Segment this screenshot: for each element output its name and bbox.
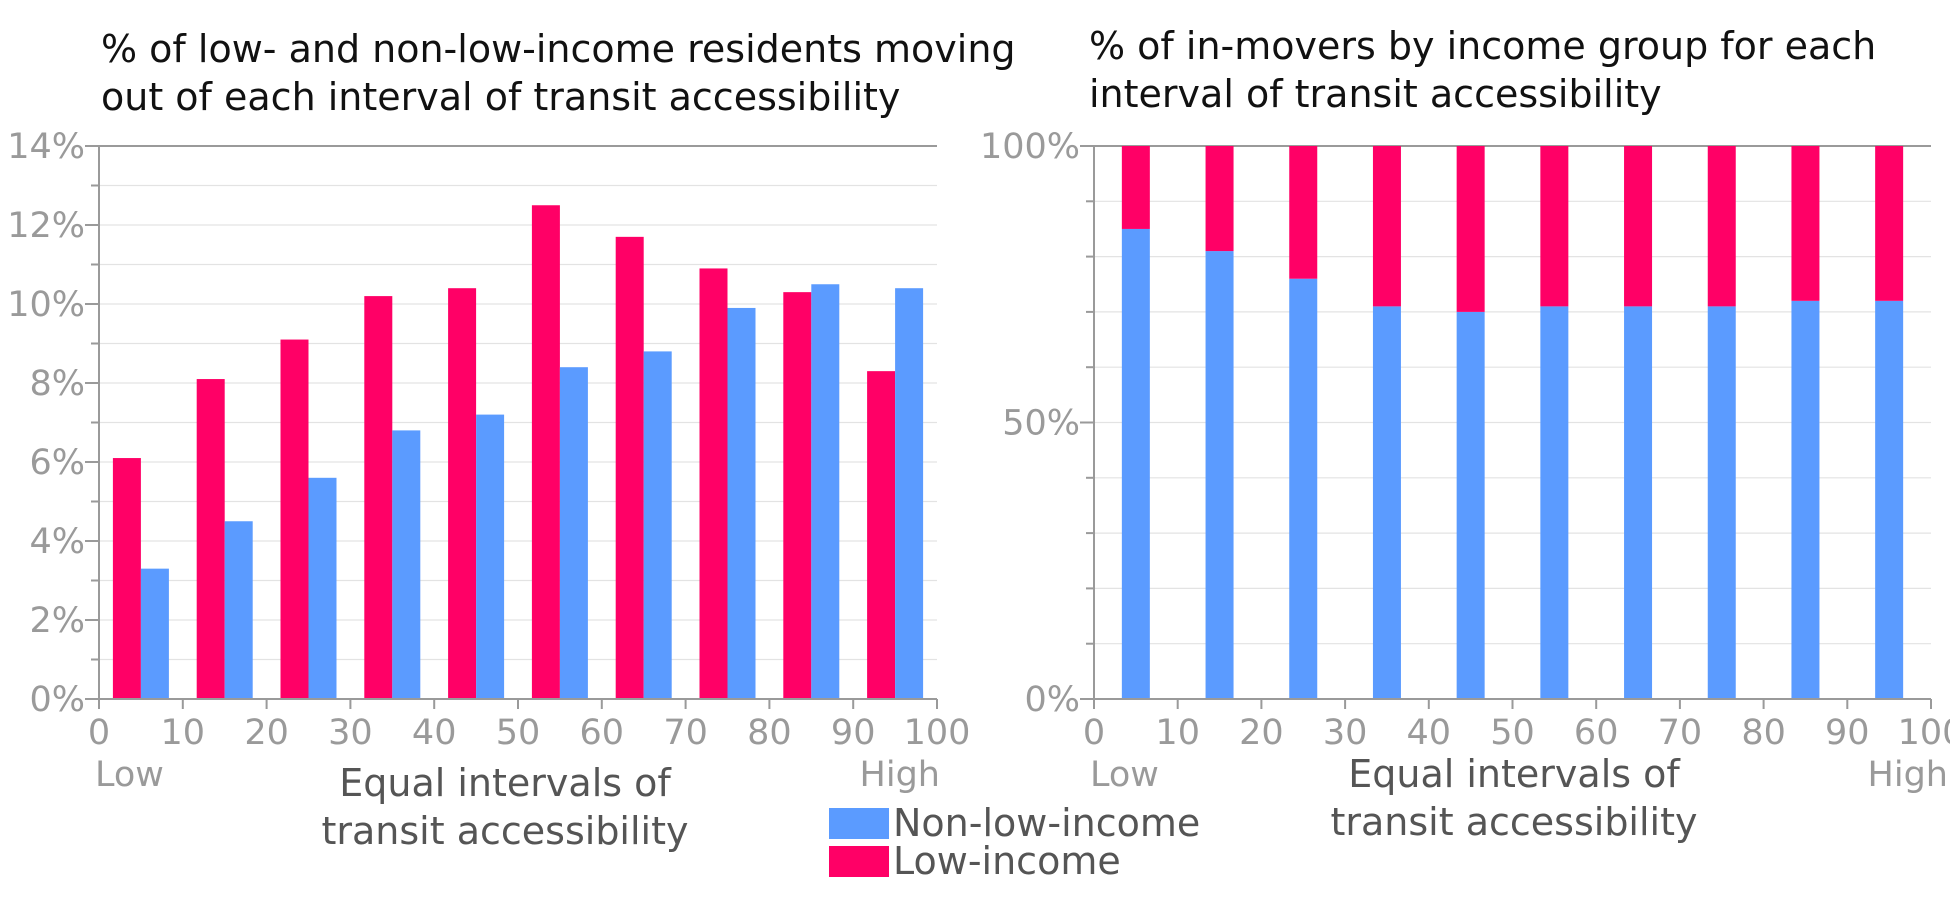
- bar-low-income: [364, 296, 393, 699]
- left-chart: % of low- and non-low-income residents m…: [7, 27, 1015, 853]
- bar-non-low-income: [1289, 278, 1318, 699]
- bar-low-income: [1624, 146, 1653, 307]
- x-tick-label: 50: [1490, 713, 1535, 753]
- bar-low-income: [196, 379, 225, 699]
- x-tick-label: 20: [1239, 713, 1284, 753]
- x-tick-label: 10: [1155, 713, 1200, 753]
- bar-low-income: [1791, 146, 1820, 301]
- bar-low-income: [1372, 146, 1401, 307]
- y-tick-label: 8%: [29, 364, 85, 404]
- x-tick-label: 100: [904, 713, 971, 753]
- chart-title-line: interval of transit accessibility: [1089, 72, 1662, 116]
- x-tick-label: 20: [244, 713, 289, 753]
- x-tick-label: 80: [1741, 713, 1786, 753]
- x-axis-title-line: Equal intervals of: [339, 761, 672, 805]
- bar-low-income: [867, 371, 896, 699]
- chart-title-line: % of in-movers by income group for each: [1089, 24, 1876, 68]
- bar-non-low-income: [811, 284, 840, 699]
- bar-non-low-income: [224, 521, 253, 699]
- legend-label-low-income: Low-income: [893, 839, 1121, 883]
- x-tick-label: 70: [663, 713, 708, 753]
- bar-low-income: [699, 268, 728, 699]
- bar-non-low-income: [1707, 306, 1736, 699]
- x-axis-title-line: Equal intervals of: [1348, 752, 1681, 796]
- bar-low-income: [1540, 146, 1569, 307]
- bar-non-low-income: [643, 351, 672, 699]
- y-tick-label: 4%: [29, 522, 85, 562]
- x-tick-label: 40: [1407, 713, 1452, 753]
- x-low-label: Low: [95, 755, 164, 795]
- x-high-label: High: [860, 755, 940, 795]
- x-tick-label: 60: [580, 713, 625, 753]
- x-tick-label: 30: [1323, 713, 1368, 753]
- x-tick-label: 60: [1574, 713, 1619, 753]
- x-tick-label: 80: [747, 713, 792, 753]
- bar-non-low-income: [308, 477, 337, 699]
- bar-low-income: [1205, 146, 1234, 252]
- legend-swatch-non-low-income: [829, 808, 889, 839]
- y-tick-label: 50%: [1002, 404, 1080, 444]
- bar-non-low-income: [1456, 311, 1485, 699]
- bar-non-low-income: [727, 307, 756, 699]
- x-tick-label: 10: [161, 713, 206, 753]
- bar-low-income: [1289, 146, 1318, 279]
- bar-low-income: [448, 288, 477, 699]
- bar-non-low-income: [1121, 228, 1150, 699]
- legend: Non-low-income Low-income: [829, 801, 1200, 883]
- bar-low-income: [1875, 146, 1904, 301]
- x-tick-label: 90: [1825, 713, 1870, 753]
- legend-label-non-low-income: Non-low-income: [893, 801, 1200, 845]
- y-tick-label: 100%: [980, 127, 1080, 167]
- bar-non-low-income: [140, 568, 169, 699]
- y-tick-label: 14%: [7, 127, 85, 167]
- x-tick-label: 0: [88, 713, 110, 753]
- bar-low-income: [783, 292, 812, 699]
- y-tick-label: 12%: [7, 206, 85, 246]
- x-tick-label: 30: [328, 713, 373, 753]
- legend-swatch-low-income: [829, 846, 889, 877]
- bar-low-income: [112, 458, 141, 699]
- x-tick-label: 100: [1898, 713, 1950, 753]
- bar-low-income: [1121, 146, 1150, 229]
- x-low-label: Low: [1090, 755, 1159, 795]
- bar-non-low-income: [1624, 306, 1653, 699]
- x-high-label: High: [1868, 755, 1948, 795]
- bar-non-low-income: [1205, 251, 1234, 699]
- y-tick-label: 6%: [29, 443, 85, 483]
- chart-title-line: % of low- and non-low-income residents m…: [101, 27, 1016, 71]
- y-tick-label: 0%: [29, 680, 85, 720]
- bar-non-low-income: [895, 288, 924, 699]
- x-tick-label: 70: [1658, 713, 1703, 753]
- chart-title-line: out of each interval of transit accessib…: [101, 75, 900, 119]
- bar-non-low-income: [1791, 300, 1820, 699]
- bar-non-low-income: [1875, 300, 1904, 699]
- bar-low-income: [1707, 146, 1736, 307]
- y-tick-label: 0%: [1024, 680, 1080, 720]
- bar-non-low-income: [1540, 306, 1569, 699]
- bar-non-low-income: [559, 367, 588, 699]
- bar-non-low-income: [392, 430, 421, 699]
- x-tick-label: 40: [412, 713, 457, 753]
- x-axis-title-line: transit accessibility: [1330, 800, 1697, 844]
- x-tick-label: 90: [831, 713, 876, 753]
- y-tick-label: 2%: [29, 601, 85, 641]
- x-axis-title-line: transit accessibility: [321, 809, 688, 853]
- y-tick-label: 10%: [7, 285, 85, 325]
- bar-low-income: [531, 205, 560, 699]
- x-tick-label: 0: [1083, 713, 1105, 753]
- bar-low-income: [615, 236, 644, 699]
- bar-low-income: [280, 339, 309, 699]
- bar-non-low-income: [476, 414, 505, 699]
- bar-non-low-income: [1372, 306, 1401, 699]
- bar-low-income: [1456, 146, 1485, 312]
- x-tick-label: 50: [496, 713, 541, 753]
- right-chart: % of in-movers by income group for eachi…: [980, 24, 1950, 844]
